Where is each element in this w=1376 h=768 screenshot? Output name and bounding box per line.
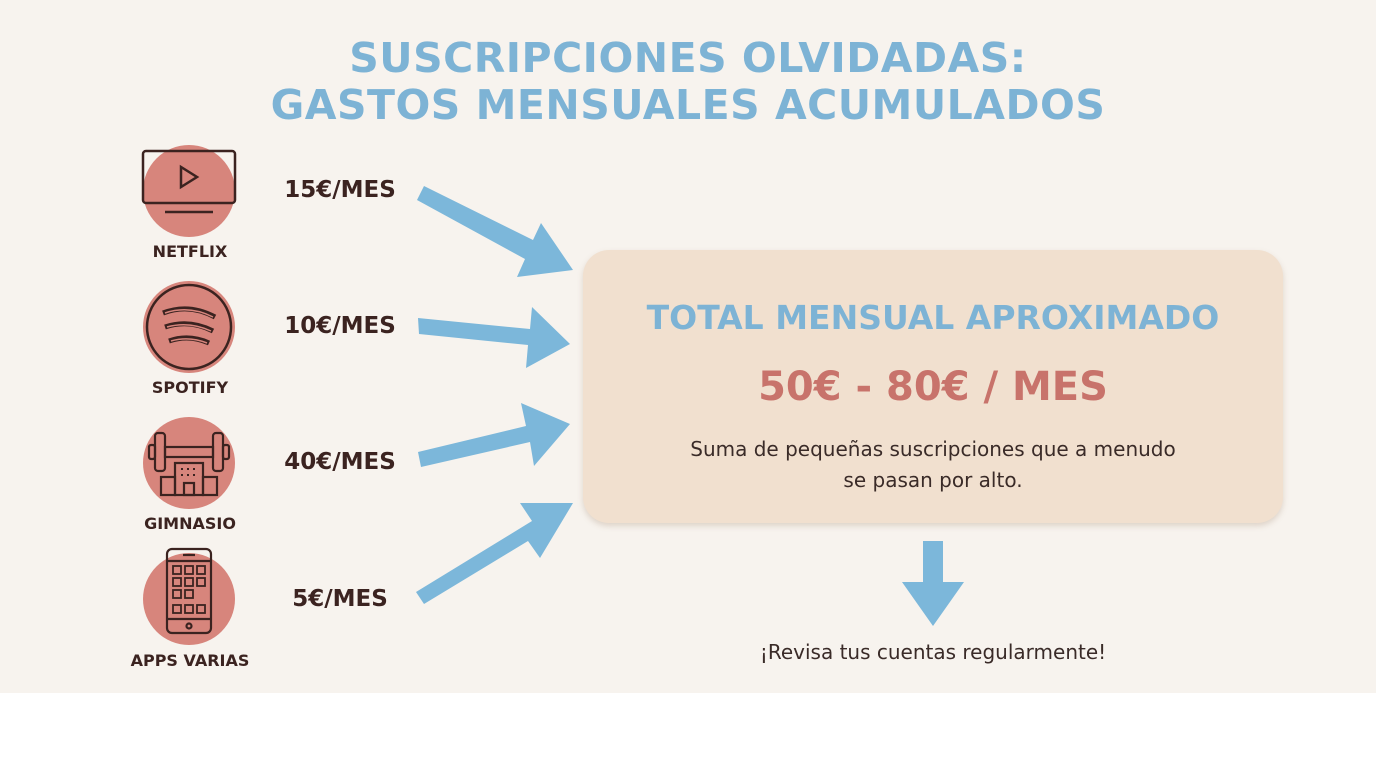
total-title: TOTAL MENSUAL APROXIMADO [646,298,1220,337]
arrow-spotify-to-total [418,307,570,368]
item-label-gimnasio: GIMNASIO [144,514,236,533]
item-price-netflix: 15€/MES [284,177,396,203]
title-line-1: SUSCRIPCIONES OLVIDADAS: [349,34,1027,82]
arrow-gym-to-total [418,403,570,467]
item-price-spotify: 10€/MES [284,313,396,339]
total-range: 50€ - 80€ / MES [758,364,1108,410]
item-label-netflix: NETFLIX [152,242,228,261]
total-box: TOTAL MENSUAL APROXIMADO 50€ - 80€ / MES… [583,250,1283,523]
title-line-2: GASTOS MENSUALES ACUMULADOS [270,81,1106,129]
smartphone-apps-icon [143,547,235,645]
arrow-down-icon [902,541,964,626]
arrow-apps-to-total [416,503,573,604]
item-label-apps: APPS VARIAS [130,651,250,670]
tv-play-icon [141,145,237,237]
item-price-gimnasio: 40€/MES [284,449,396,475]
arrow-netflix-to-total [417,186,573,277]
item-price-apps: 5€/MES [292,586,388,612]
total-description: Suma de pequeñas suscripciones que a men… [690,437,1176,492]
gym-dumbbell-icon [143,417,235,509]
footer-note: ¡Revisa tus cuentas regularmente! [759,640,1107,664]
spotify-icon [143,281,235,373]
item-label-spotify: SPOTIFY [151,378,229,397]
